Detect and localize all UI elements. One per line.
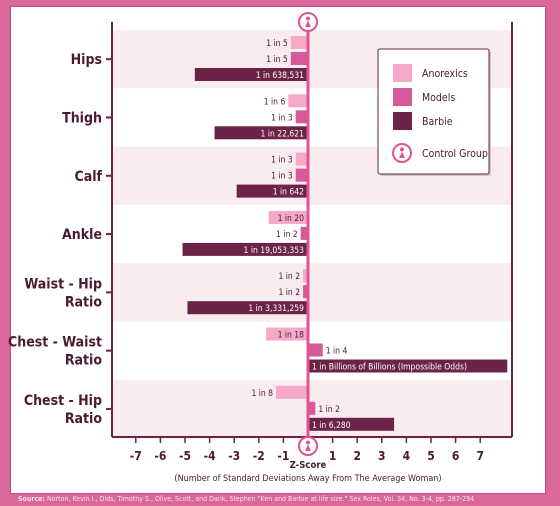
source-citation: Norton, Kevin I., Olds, Timothy S., Oliv… (46, 495, 475, 503)
category-label: Calf (74, 169, 102, 185)
x-tick-label: 1 (329, 449, 337, 463)
control-group-icon-top-body (305, 20, 311, 27)
x-tick-label: 7 (476, 449, 484, 463)
bar-anorexics (266, 327, 308, 341)
x-tick-label: -5 (179, 449, 191, 463)
bar-anorexics (268, 210, 308, 224)
source-bar: Source: Norton, Kevin I., Olds, Timothy … (0, 494, 560, 506)
legend-control-icon-head (400, 147, 404, 152)
bar-models (295, 168, 308, 182)
bar-value-label: 1 in 638,531 (256, 71, 304, 81)
bar-anorexics (303, 269, 308, 283)
category-label: Chest - Waist Ratio (8, 335, 102, 369)
bar-barbie (194, 68, 308, 81)
bar-value-label: 1 in 6,280 (312, 421, 351, 431)
bar-models (300, 226, 308, 240)
category-label: Thigh (62, 110, 102, 126)
source-text: Source: Norton, Kevin I., Olds, Timothy … (18, 495, 474, 503)
control-group-icon-bottom-body (305, 444, 311, 451)
x-tick-label: 5 (427, 449, 435, 463)
source-label: Source: (18, 495, 45, 503)
bar-value-label: 1 in 6 (264, 97, 286, 107)
bar-value-label: 1 in 2 (318, 405, 340, 415)
bar-value-label: 1 in 642 (273, 188, 304, 198)
bar-value-label: 1 in 18 (278, 331, 305, 341)
bar-value-label: 1 in 4 (326, 347, 348, 357)
legend-control-icon-body (399, 151, 405, 158)
bar-value-label: 1 in 20 (278, 214, 305, 224)
x-tick-label: -7 (130, 449, 142, 463)
bar-value-label: 1 in 22,621 (261, 129, 305, 139)
category-label-line: Calf (74, 169, 102, 185)
bar-models (295, 110, 308, 124)
control-group-icon-top-head (306, 16, 310, 21)
bar-barbie (308, 359, 508, 373)
category-label: Ankle (62, 227, 102, 243)
bar-value-label: 1 in 2 (279, 272, 301, 282)
legend-label: Barbie (422, 116, 453, 128)
category-label-line: Chest - Waist (8, 335, 102, 351)
x-tick-label: 2 (353, 449, 361, 463)
category-label: Waist - Hip Ratio (24, 276, 102, 310)
bar-barbie (187, 301, 308, 315)
frame-top (0, 0, 560, 6)
bar-anorexics (295, 152, 308, 166)
bar-models (308, 343, 323, 357)
bar-value-label: 1 in 19,053,353 (244, 246, 305, 256)
bar-anorexics (288, 94, 308, 108)
x-tick-label: -3 (228, 449, 240, 463)
control-group-icon-bottom-head (306, 440, 310, 445)
x-tick-label: -4 (204, 449, 216, 463)
category-label-line: Chest - Hip (24, 393, 102, 409)
bar-models (290, 52, 308, 65)
x-axis-subtitle: (Number of Standard Deviations Away From… (174, 474, 441, 484)
bar-value-label: 1 in 3 (271, 113, 293, 123)
legend-swatch-models (393, 88, 412, 106)
bar-value-label: 1 in 2 (279, 288, 301, 298)
category-label-line: Ankle (62, 227, 102, 243)
frame-right (546, 0, 560, 506)
category-label-line: Thigh (62, 110, 102, 126)
x-tick-label: 4 (403, 449, 411, 463)
legend-label: Control Group (422, 148, 488, 160)
bar-anorexics (276, 385, 308, 399)
category-label: Chest - Hip Ratio (24, 393, 103, 427)
frame-left (0, 0, 10, 506)
bar-value-label: 1 in 3 (271, 172, 293, 182)
x-tick-label: -2 (253, 449, 265, 463)
x-axis-title: Z-Score (290, 460, 327, 471)
legend-swatch-barbie (393, 112, 412, 130)
bar-value-label: 1 in Billions of Billions (Impossible Od… (312, 363, 467, 373)
bar-models (308, 401, 316, 415)
bar-barbie (236, 184, 308, 198)
category-label-line: Ratio (65, 353, 103, 369)
x-tick-label: -1 (277, 449, 289, 463)
x-tick-label: 3 (378, 449, 386, 463)
legend-label: Models (422, 92, 455, 104)
bar-value-label: 1 in 3,331,259 (248, 304, 304, 314)
row-band (112, 204, 512, 264)
x-tick-label: -6 (154, 449, 166, 463)
x-tick-label: 6 (452, 449, 460, 463)
bar-value-label: 1 in 5 (266, 55, 288, 65)
bar-barbie (308, 417, 395, 431)
bar-value-label: 1 in 3 (271, 156, 293, 166)
bar-value-label: 1 in 8 (251, 389, 273, 399)
bar-barbie (214, 126, 308, 140)
bar-barbie (182, 242, 308, 256)
bar-value-label: 1 in 2 (276, 230, 298, 240)
category-label-line: Ratio (65, 411, 103, 427)
legend-swatch-anorexics (393, 64, 412, 82)
legend-label: Anorexics (422, 68, 468, 80)
bar-models (303, 285, 308, 299)
row-band (112, 263, 512, 322)
category-label-line: Waist - Hip (24, 276, 102, 292)
bar-anorexics (290, 36, 308, 49)
category-label-line: Hips (71, 52, 102, 68)
category-label-line: Ratio (65, 294, 103, 310)
bar-value-label: 1 in 5 (266, 39, 288, 49)
category-label: Hips (71, 52, 102, 68)
